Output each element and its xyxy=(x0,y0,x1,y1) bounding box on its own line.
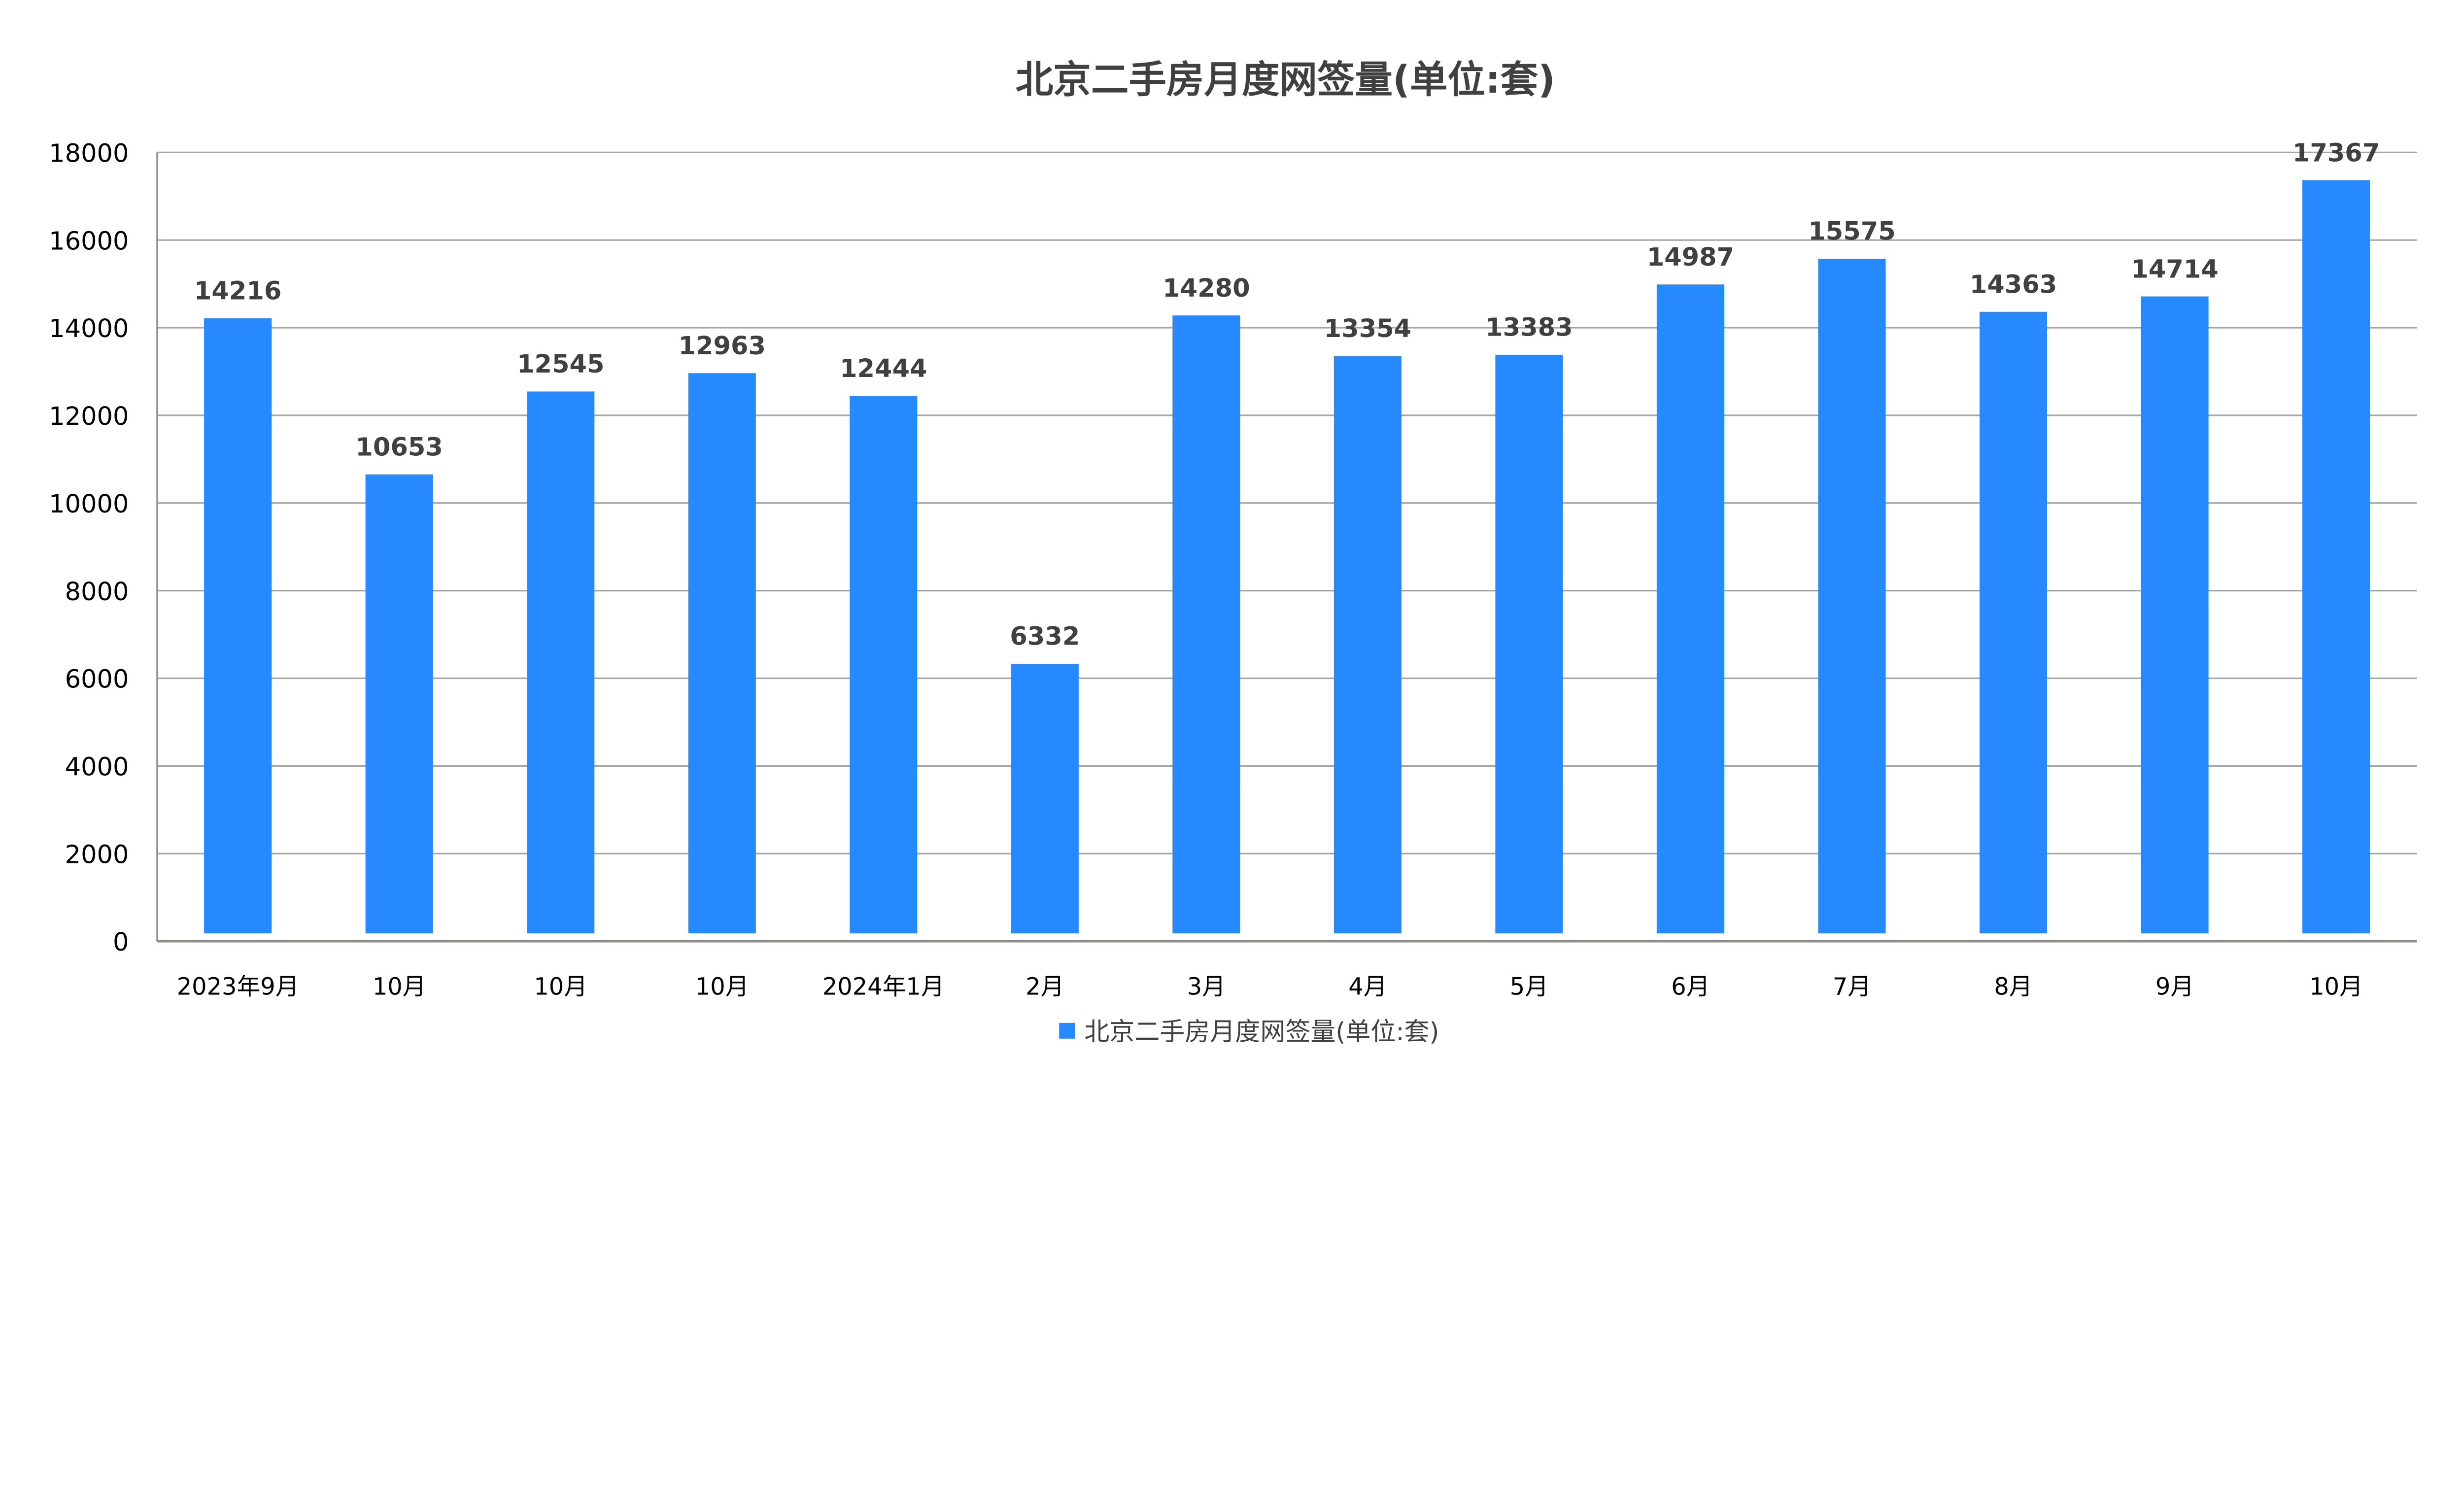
y-tick-label: 2000 xyxy=(65,840,129,869)
data-label: 14714 xyxy=(2131,255,2218,284)
data-label: 17367 xyxy=(2293,138,2380,168)
legend-swatch xyxy=(1059,1023,1075,1039)
x-tick-label: 2023年9月 xyxy=(177,973,299,1000)
bar xyxy=(1495,354,1563,934)
y-tick-label: 4000 xyxy=(65,752,129,782)
bar xyxy=(527,391,595,934)
bar xyxy=(1979,311,2048,934)
bar xyxy=(2141,296,2209,934)
bar xyxy=(1011,663,1079,934)
data-label: 14280 xyxy=(1163,274,1250,303)
legend-label: 北京二手房月度网签量(单位:套) xyxy=(1084,1018,1439,1047)
bar xyxy=(1656,284,1724,934)
data-labels: 14216 10653 12545 12963 12444 6332 14280 13354 1… xyxy=(194,138,2380,651)
data-label: 13383 xyxy=(1485,313,1573,342)
bar-chart: 北京二手房月度网签量(单位:套) 0 2000 4000 6000 8000 10000 1… xyxy=(49,58,2417,1047)
bar xyxy=(365,474,433,934)
x-tick-label: 2月 xyxy=(1026,973,1064,1000)
y-axis-ticks: 0 2000 4000 6000 8000 10000 12000 14000 16000 180… xyxy=(49,139,129,957)
y-tick-label: 0 xyxy=(113,928,129,957)
data-label: 13354 xyxy=(1324,314,1411,343)
x-tick-label: 3月 xyxy=(1187,973,1226,1000)
data-label: 14216 xyxy=(194,277,281,306)
data-label: 12444 xyxy=(840,354,927,383)
bar xyxy=(1818,258,1886,934)
x-tick-label: 7月 xyxy=(1833,973,1871,1000)
data-label: 14987 xyxy=(1647,243,1734,272)
chart-title: 北京二手房月度网签量(单位:套) xyxy=(1016,58,1555,102)
x-tick-label: 2024年1月 xyxy=(822,973,945,1000)
bar xyxy=(2302,180,2370,934)
bars xyxy=(204,180,2370,934)
y-tick-label: 18000 xyxy=(49,139,129,168)
data-label: 10653 xyxy=(355,433,443,462)
x-tick-label: 5月 xyxy=(1510,973,1548,1000)
bar xyxy=(204,318,272,934)
data-label: 12545 xyxy=(517,350,604,379)
bar xyxy=(1334,356,1402,934)
x-tick-label: 10月 xyxy=(2309,973,2363,1000)
x-tick-label: 4月 xyxy=(1348,973,1387,1000)
bar xyxy=(1172,315,1240,934)
y-tick-label: 8000 xyxy=(65,578,129,607)
x-tick-label: 10月 xyxy=(695,973,749,1000)
data-label: 14363 xyxy=(1970,270,2057,299)
legend: 北京二手房月度网签量(单位:套) xyxy=(1059,1018,1439,1047)
data-label: 6332 xyxy=(1010,622,1080,651)
y-tick-label: 12000 xyxy=(49,402,129,431)
x-tick-label: 8月 xyxy=(1994,973,2032,1000)
x-tick-label: 10月 xyxy=(534,973,587,1000)
x-axis-ticks: 2023年9月 10月 10月 10月 2024年1月 2月 3月 4月 5月 6月 7月 8月 9月 1… xyxy=(177,973,2363,1000)
x-tick-label: 9月 xyxy=(2156,973,2194,1000)
bar xyxy=(688,373,756,934)
y-tick-label: 14000 xyxy=(49,314,129,343)
data-label: 12963 xyxy=(679,332,766,361)
x-tick-label: 10月 xyxy=(373,973,426,1000)
bar xyxy=(850,396,918,934)
y-tick-label: 6000 xyxy=(65,665,129,694)
y-tick-label: 16000 xyxy=(49,227,129,256)
data-label: 15575 xyxy=(1808,217,1895,246)
x-tick-label: 6月 xyxy=(1671,973,1710,1000)
y-tick-label: 10000 xyxy=(49,490,129,519)
gridlines xyxy=(156,151,2417,943)
